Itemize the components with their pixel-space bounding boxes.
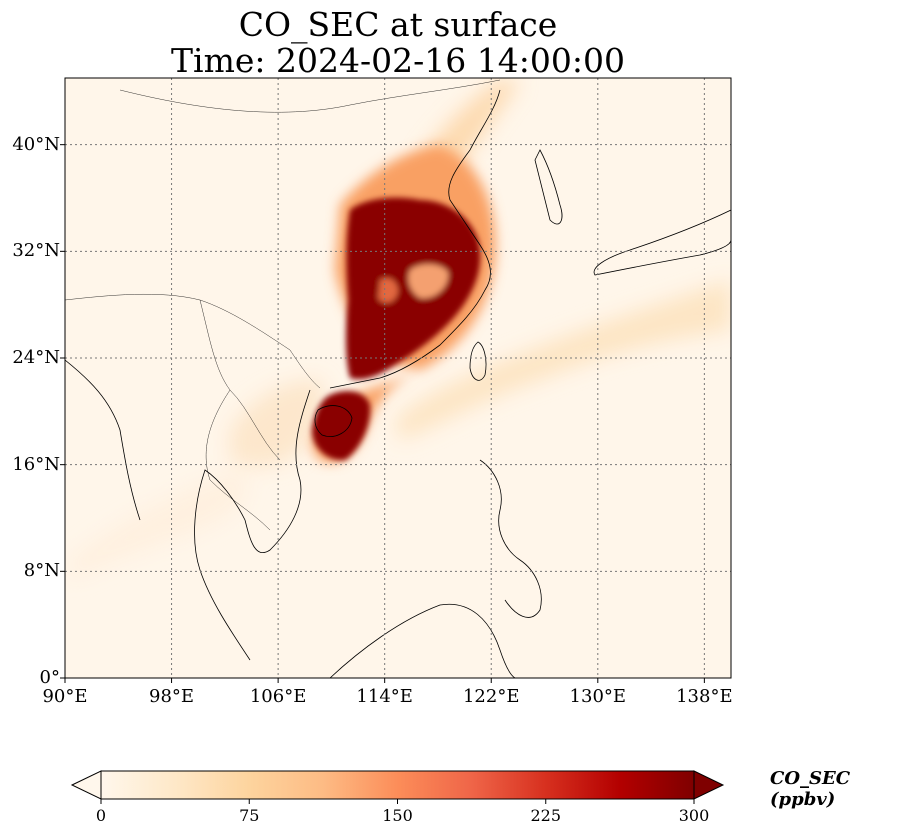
colorbar-tick-label: 150 bbox=[382, 806, 413, 825]
gridlines bbox=[65, 78, 731, 678]
chart-title-line1: CO_SEC at surface bbox=[238, 5, 558, 44]
lon-tick-label: 122°E bbox=[462, 686, 520, 707]
plume-hole-2 bbox=[378, 278, 398, 303]
plume-light-west bbox=[230, 380, 324, 467]
chart-title-line2: Time: 2024-02-16 14:00:00 bbox=[171, 41, 625, 80]
colorbar-tick-label: 0 bbox=[95, 806, 107, 825]
plume-light-southwest bbox=[70, 470, 247, 580]
lon-tick-label: 90°E bbox=[42, 686, 88, 707]
tick-marks bbox=[60, 144, 705, 683]
lon-tick-label: 114°E bbox=[356, 686, 413, 707]
taiwan-coast bbox=[469, 341, 487, 381]
lat-tick-label: 40°N bbox=[12, 133, 60, 155]
map-frame bbox=[64, 77, 732, 679]
borneo-coast bbox=[329, 603, 516, 678]
lat-tick-label: 32°N bbox=[12, 240, 60, 262]
border-1 bbox=[65, 293, 321, 389]
philippines-coast bbox=[479, 459, 542, 618]
lon-tick-label: 98°E bbox=[149, 686, 195, 707]
lon-tick-label: 138°E bbox=[676, 686, 733, 707]
colorbar-tick-label: 225 bbox=[530, 806, 562, 825]
lat-tick-label: 24°N bbox=[12, 347, 60, 368]
concentration-field bbox=[70, 80, 731, 580]
japan-coast bbox=[593, 209, 731, 276]
border-4 bbox=[205, 389, 271, 531]
colorbar-gradient bbox=[100, 770, 695, 800]
lon-tick-label: 130°E bbox=[569, 686, 627, 707]
border-3 bbox=[119, 79, 501, 113]
china-coastline bbox=[329, 89, 501, 389]
lat-tick-label: 0° bbox=[39, 667, 60, 688]
colorbar-extend-high bbox=[693, 770, 725, 800]
colorbar-tick-label: 300 bbox=[678, 806, 710, 825]
colorbar-ticks bbox=[100, 799, 695, 804]
plume-core-south bbox=[312, 391, 371, 461]
colorbar-tick-label: 75 bbox=[239, 806, 260, 825]
lat-tick-label: 8°N bbox=[23, 560, 60, 582]
borders bbox=[65, 79, 501, 531]
plume-hole-1 bbox=[408, 264, 449, 299]
burma-coast bbox=[65, 359, 141, 521]
korea-coast bbox=[534, 149, 563, 225]
lon-tick-label: 106°E bbox=[249, 686, 307, 707]
lat-tick-label: 16°N bbox=[12, 453, 60, 475]
hainan-coast bbox=[314, 405, 353, 437]
colorbar-extend-low bbox=[70, 770, 102, 800]
colorbar-title: CO_SEC (ppbv) bbox=[770, 768, 851, 810]
plume-light-band bbox=[395, 280, 731, 440]
